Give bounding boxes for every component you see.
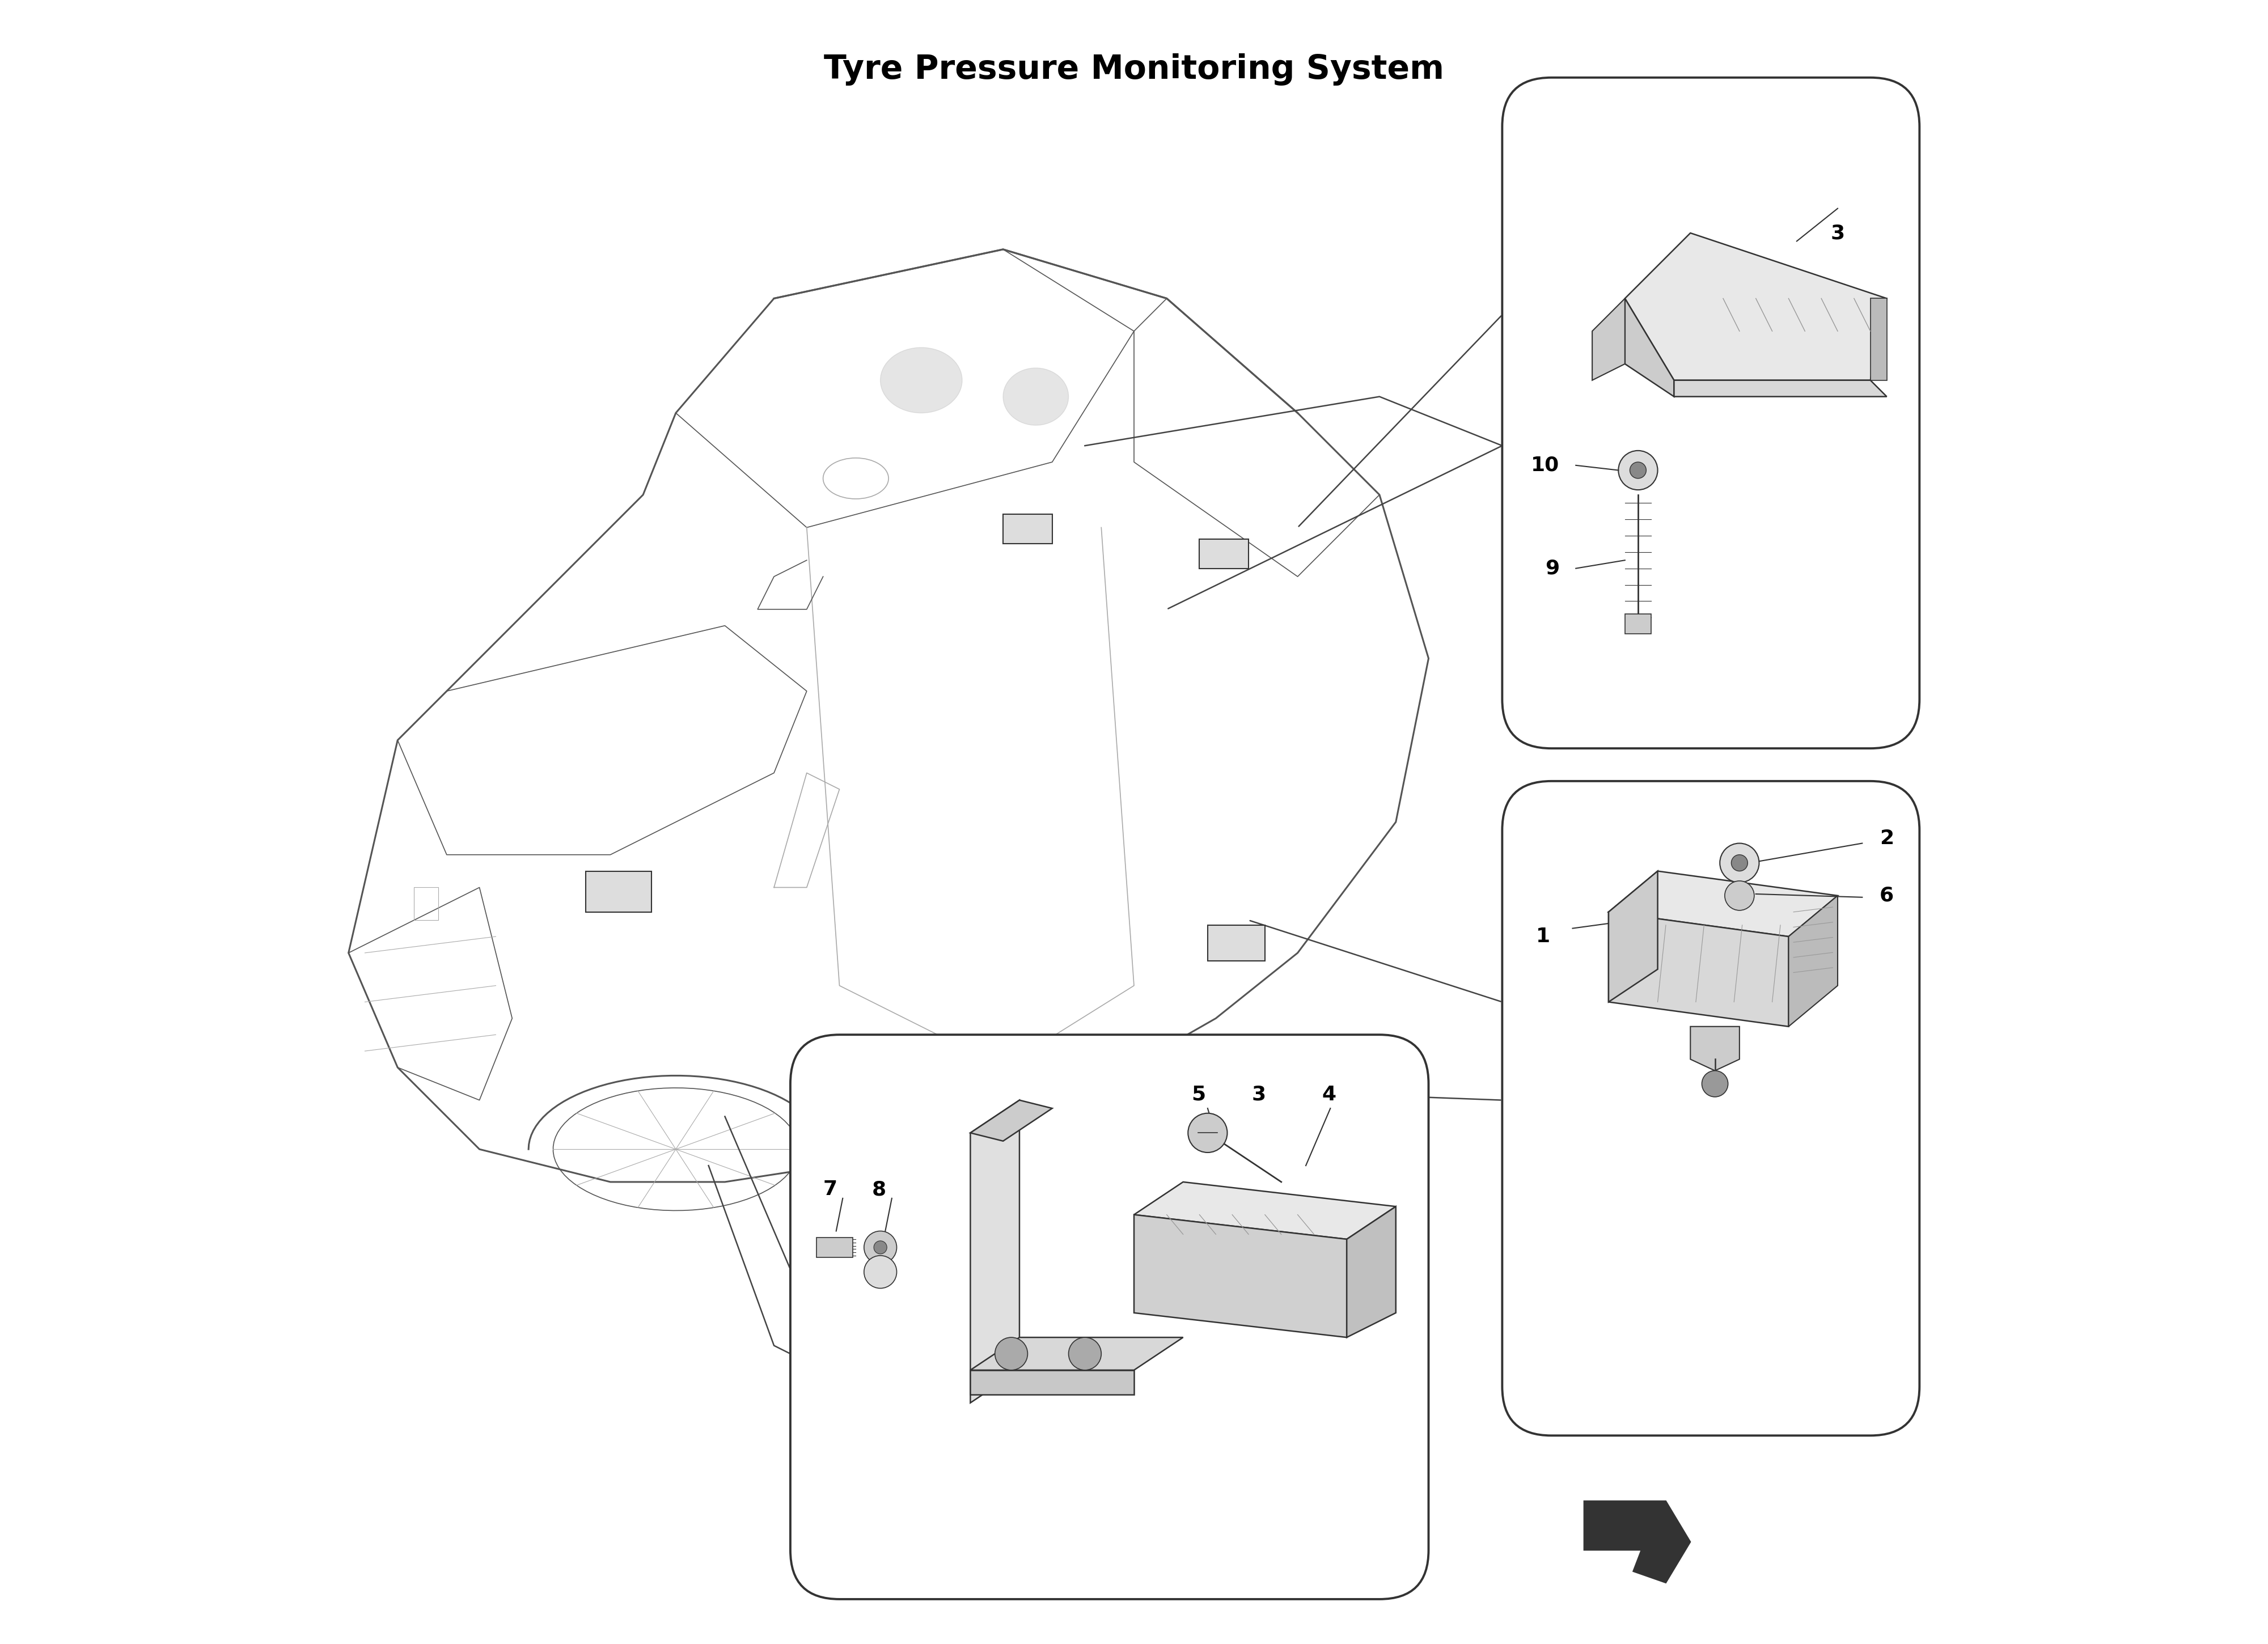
Circle shape (873, 1241, 887, 1254)
Polygon shape (971, 1337, 1184, 1369)
FancyBboxPatch shape (789, 1034, 1429, 1600)
Polygon shape (1690, 1026, 1740, 1070)
Text: 3: 3 (1252, 1085, 1266, 1105)
Polygon shape (1608, 871, 1658, 1001)
Text: 10: 10 (1531, 455, 1560, 475)
Bar (585, 871, 651, 912)
Text: 5: 5 (1191, 1085, 1207, 1105)
FancyBboxPatch shape (1501, 77, 1919, 748)
Circle shape (1068, 1337, 1102, 1369)
Bar (1200, 539, 1250, 569)
Ellipse shape (1002, 368, 1068, 426)
Text: Tyre Pressure Monitoring System: Tyre Pressure Monitoring System (823, 53, 1445, 85)
FancyBboxPatch shape (1501, 781, 1919, 1435)
Text: 2: 2 (1880, 829, 1894, 848)
Polygon shape (1592, 299, 1624, 380)
Text: 4: 4 (1322, 1085, 1336, 1105)
Text: 8: 8 (873, 1180, 887, 1198)
Text: 3: 3 (1830, 224, 1844, 243)
Polygon shape (1871, 299, 1887, 380)
Polygon shape (1134, 1182, 1395, 1240)
Circle shape (864, 1256, 896, 1289)
Polygon shape (1583, 1501, 1690, 1583)
Circle shape (864, 1231, 896, 1264)
Polygon shape (1134, 1215, 1347, 1337)
Circle shape (1719, 843, 1760, 883)
Polygon shape (971, 1100, 1018, 1402)
Polygon shape (1608, 912, 1789, 1026)
Text: 7: 7 (823, 1180, 837, 1198)
Bar (1002, 515, 1052, 544)
Bar (415, 888, 438, 921)
Bar (816, 1238, 853, 1258)
Text: 9: 9 (1545, 559, 1560, 579)
Circle shape (1724, 881, 1753, 911)
Polygon shape (1347, 1207, 1395, 1337)
Text: 6: 6 (1880, 886, 1894, 906)
Polygon shape (971, 1100, 1052, 1141)
Bar (1207, 926, 1266, 962)
Circle shape (1619, 450, 1658, 490)
Polygon shape (1789, 896, 1837, 1026)
Bar (1624, 615, 1651, 635)
Circle shape (1730, 855, 1749, 871)
Circle shape (1701, 1070, 1728, 1097)
Circle shape (996, 1337, 1027, 1369)
Polygon shape (1624, 233, 1887, 380)
Text: 1: 1 (1535, 927, 1551, 947)
Polygon shape (1624, 299, 1674, 396)
Circle shape (1188, 1113, 1227, 1152)
Polygon shape (1674, 380, 1887, 396)
Polygon shape (1608, 871, 1837, 937)
Circle shape (1631, 462, 1647, 478)
Ellipse shape (880, 347, 962, 413)
Polygon shape (971, 1369, 1134, 1394)
